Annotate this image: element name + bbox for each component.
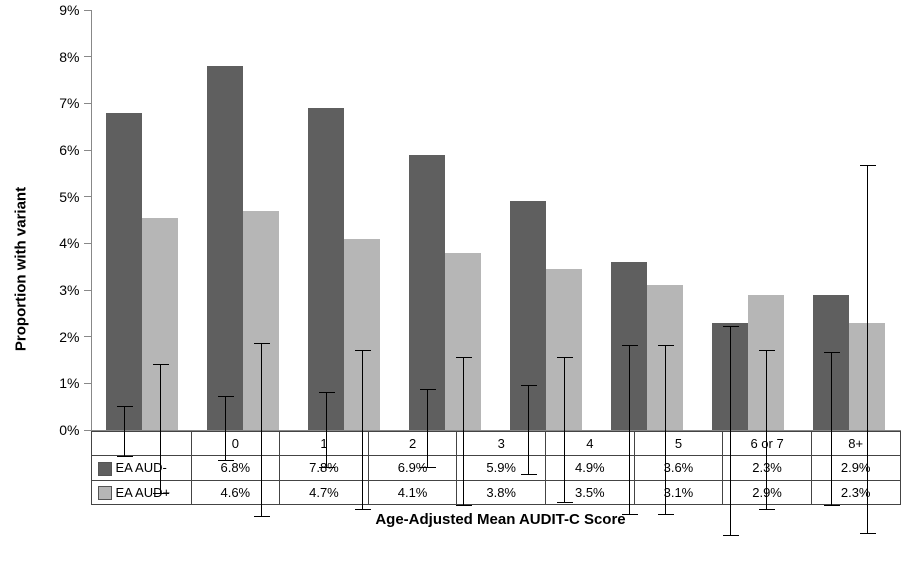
table-corner [91,432,191,456]
bar [748,295,784,430]
table-cell: 4.9% [546,456,635,481]
table-row: EA AUD-6.8%7.8%6.9%5.9%4.9%3.6%2.3%2.9% [91,456,900,481]
table-cell: 3.5% [546,480,635,505]
bar [445,253,481,430]
y-tick-label: 2% [59,329,91,345]
error-bar [766,351,767,510]
category-label: 1 [280,432,369,456]
y-tick-label: 0% [59,422,91,438]
y-axis-label: Proportion with variant [12,187,29,351]
table-cell: 4.6% [191,480,280,505]
table-row: 0123456 or 78+ [91,432,900,456]
data-table: 0123456 or 78+EA AUD-6.8%7.8%6.9%5.9%4.9… [91,431,901,505]
error-bar [867,166,868,532]
error-bar [665,346,666,514]
y-tick-label: 6% [59,142,91,158]
bar [243,211,279,430]
y-tick-label: 4% [59,235,91,251]
series-label: EA AUD+ [91,480,191,505]
bar [546,269,582,430]
bar [106,113,142,430]
table-cell: 2.3% [811,480,900,505]
bar [813,295,849,430]
error-bar [225,397,226,460]
table-cell: 4.1% [368,480,457,505]
bar [611,262,647,430]
y-tick-label: 5% [59,189,91,205]
category-label: 5 [634,432,723,456]
series-label: EA AUD- [91,456,191,481]
category-label: 8+ [811,432,900,456]
error-bar [124,407,125,456]
error-bar [564,358,565,503]
table-cell: 6.8% [191,456,280,481]
bar-group [193,10,294,430]
bar [712,323,748,430]
error-bar [261,344,262,517]
bar-group [597,10,698,430]
bar-group [395,10,496,430]
table-row: EA AUD+4.6%4.7%4.1%3.8%3.5%3.1%2.9%2.3% [91,480,900,505]
plot-area: 0%1%2%3%4%5%6%7%8%9% [91,10,901,431]
bar-group [496,10,597,430]
category-label: 4 [546,432,635,456]
error-bar [427,390,428,467]
bar [344,239,380,430]
table-cell: 4.7% [280,480,369,505]
table-cell: 3.6% [634,456,723,481]
table-cell: 6.9% [368,456,457,481]
bar-group [698,10,799,430]
error-bar [160,365,161,493]
x-axis-label: Age-Adjusted Mean AUDIT-C Score [91,511,911,528]
category-label: 3 [457,432,546,456]
bar [308,108,344,430]
y-tick-label: 9% [59,2,91,18]
category-label: 0 [191,432,280,456]
bar-group [799,10,900,430]
y-tick-label: 8% [59,49,91,65]
bars-container [92,10,901,430]
bar [849,323,885,430]
bar-group [294,10,395,430]
chart-container: Proportion with variant 0%1%2%3%4%5%6%7%… [11,10,911,528]
legend-swatch [98,486,112,500]
y-tick-label: 7% [59,95,91,111]
table-cell: 3.1% [634,480,723,505]
error-bar [528,386,529,475]
error-bar [629,346,630,514]
error-bar [831,353,832,505]
error-bar [730,327,731,535]
legend-swatch [98,462,112,476]
bar [207,66,243,430]
bar [510,201,546,430]
error-bar [362,351,363,510]
error-bar [326,393,327,468]
bar [142,218,178,430]
table-cell: 2.9% [811,456,900,481]
table-cell: 3.8% [457,480,546,505]
bar [647,285,683,430]
table-cell: 5.9% [457,456,546,481]
y-tick-label: 3% [59,282,91,298]
bar-group [92,10,193,430]
y-tick-label: 1% [59,375,91,391]
error-bar [463,358,464,505]
category-label: 2 [368,432,457,456]
bar [409,155,445,430]
